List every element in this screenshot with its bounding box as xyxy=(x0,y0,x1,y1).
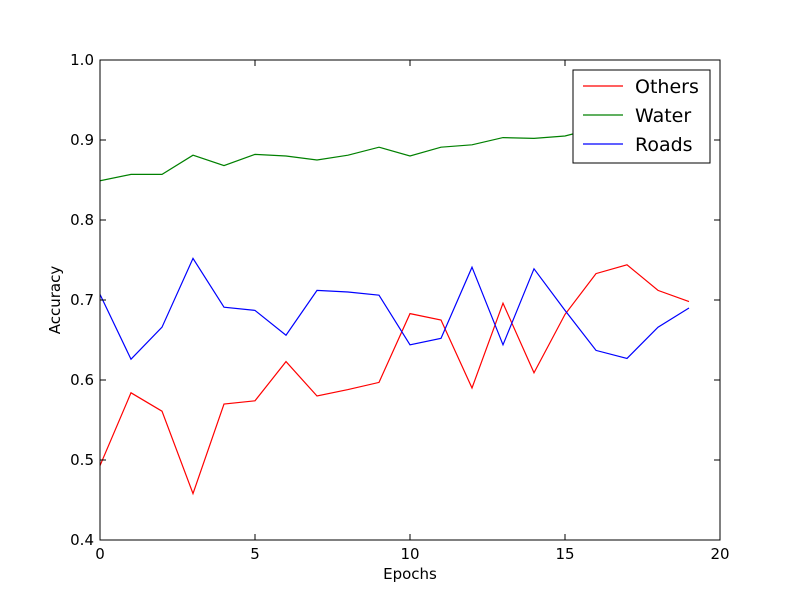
y-tick-label: 0.8 xyxy=(70,211,94,229)
y-tick-label: 0.6 xyxy=(70,371,94,389)
series-line-roads xyxy=(100,257,690,361)
y-tick-label: 0.9 xyxy=(70,131,94,149)
x-tick-label: 20 xyxy=(710,545,729,563)
legend-label-others: Others xyxy=(635,76,699,98)
y-tick-label: 0.7 xyxy=(70,291,94,309)
x-tick-label: 15 xyxy=(555,545,574,563)
y-tick-label: 0.4 xyxy=(70,531,94,549)
legend-label-water: Water xyxy=(635,105,691,127)
series-layer xyxy=(100,111,690,496)
y-tick-label: 1.0 xyxy=(70,51,94,69)
x-axis-label: Epochs xyxy=(383,565,437,583)
legend-entries: Others Water Roads xyxy=(583,76,699,156)
x-tick-label: 5 xyxy=(250,545,260,563)
tick-layer: 0 5 10 15 20 0.4 0.5 0.6 0.7 0.8 0.9 1.0 xyxy=(70,51,729,563)
y-tick-label: 0.5 xyxy=(70,451,94,469)
x-tick-label: 10 xyxy=(400,545,419,563)
legend-label-roads: Roads xyxy=(635,134,693,156)
y-axis-label: Accuracy xyxy=(46,266,64,335)
x-tick-label: 0 xyxy=(95,545,105,563)
legend: Others Water Roads xyxy=(572,69,711,164)
series-line-others xyxy=(100,264,690,496)
